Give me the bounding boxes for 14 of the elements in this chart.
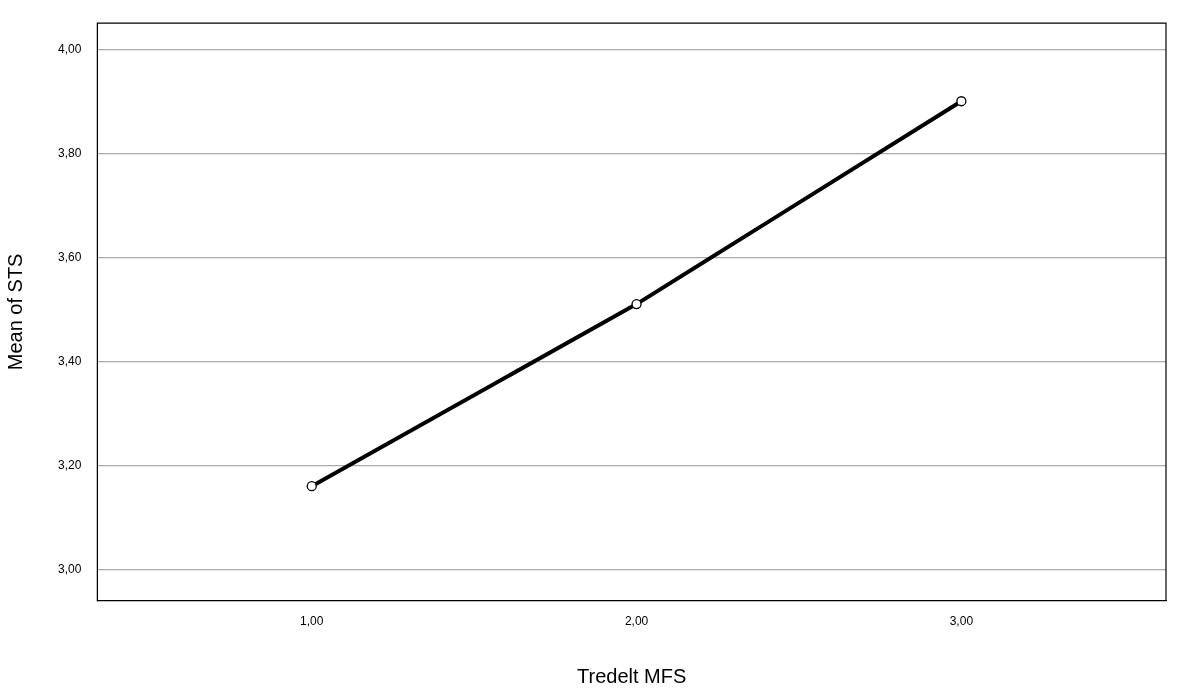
- y-tick-label: 3,80: [58, 145, 82, 160]
- y-tick-label: 3,20: [58, 457, 82, 472]
- y-axis-title: Mean of STS: [3, 253, 26, 371]
- x-tick-label: 1,00: [300, 614, 324, 629]
- x-axis-title: Tredelt MFS: [577, 664, 687, 687]
- point: [956, 96, 967, 107]
- y-tick-label: 3,40: [58, 353, 82, 368]
- point: [306, 481, 317, 492]
- y-tick-label: 4,00: [58, 41, 82, 56]
- x-tick-label: 2,00: [624, 614, 649, 629]
- y-tick-label: 3,60: [58, 249, 82, 264]
- point: [631, 298, 642, 310]
- x-tick-label: 3,00: [949, 614, 974, 629]
- y-tick-label: 3,00: [58, 561, 82, 576]
